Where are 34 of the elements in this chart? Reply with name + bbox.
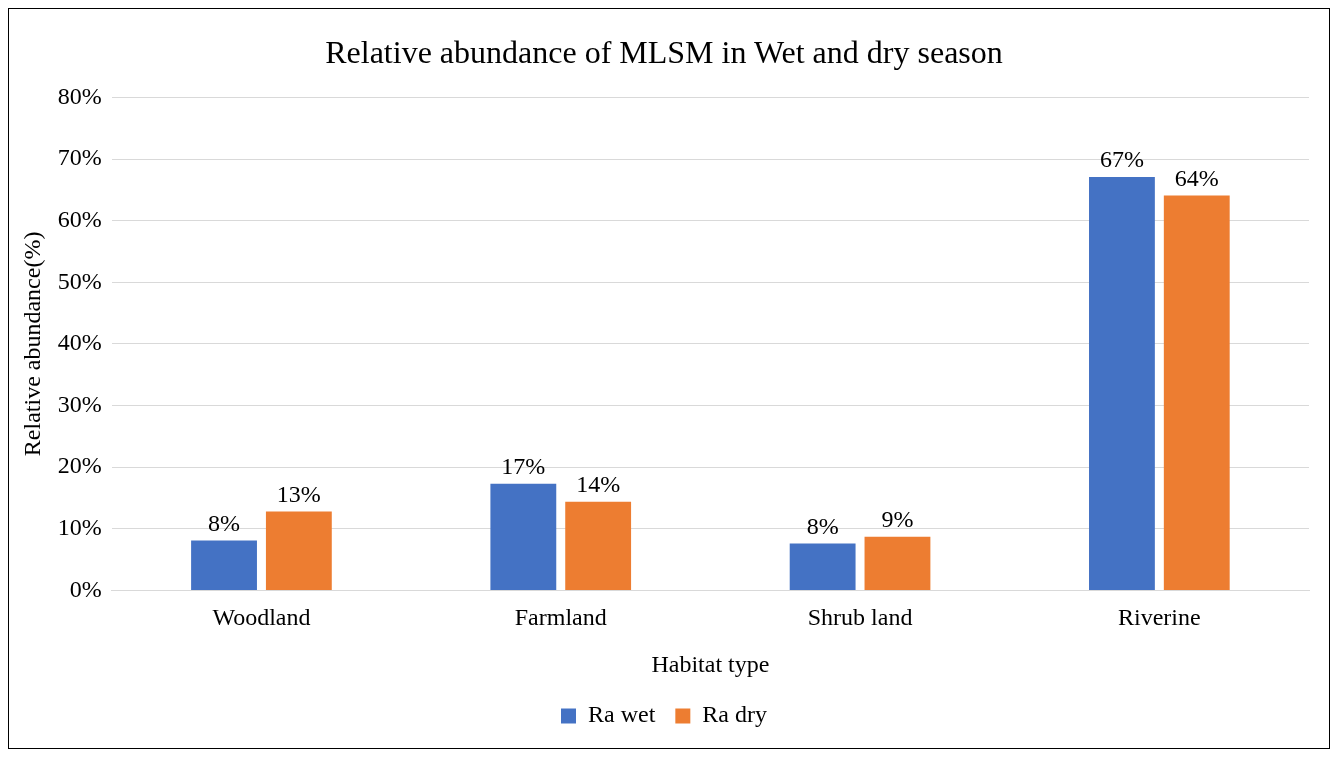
bar <box>864 536 931 590</box>
bar <box>265 511 332 590</box>
y-axis-title: Relative abundance(%) <box>18 231 45 457</box>
x-tick-label: Riverine <box>1118 604 1201 631</box>
data-label: 8% <box>806 512 839 539</box>
data-label: 64% <box>1174 164 1219 191</box>
data-label: 13% <box>276 480 321 507</box>
legend-label: Ra dry <box>702 701 767 728</box>
bar <box>191 540 257 590</box>
bar <box>1163 195 1230 590</box>
data-label: 8% <box>208 509 241 536</box>
legend-label: Ra wet <box>588 701 656 728</box>
x-tick-label: Woodland <box>212 604 311 631</box>
y-tick-label: 70% <box>57 144 102 171</box>
y-tick-label: 60% <box>57 205 102 232</box>
data-label: 17% <box>501 453 546 480</box>
y-tick-label: 30% <box>57 390 102 417</box>
x-tick-label: Shrub land <box>807 604 913 631</box>
bar <box>789 543 856 590</box>
y-tick-label: 10% <box>57 514 102 541</box>
x-axis-title: Habitat type <box>651 650 770 677</box>
y-tick-label: 50% <box>57 267 102 294</box>
y-tick-label: 80% <box>57 82 102 109</box>
bar <box>565 501 632 590</box>
y-tick-label: 20% <box>57 452 102 479</box>
bar <box>1089 176 1155 590</box>
y-tick-label: 40% <box>57 329 102 356</box>
x-tick-label: Farmland <box>514 604 607 631</box>
data-label: 67% <box>1099 146 1144 173</box>
data-label: 9% <box>881 506 914 533</box>
bar <box>490 483 557 590</box>
y-tick-label: 0% <box>69 575 102 602</box>
chart-title: Relative abundance of MLSM in Wet and dry season <box>325 33 1003 70</box>
data-label: 14% <box>576 470 621 497</box>
